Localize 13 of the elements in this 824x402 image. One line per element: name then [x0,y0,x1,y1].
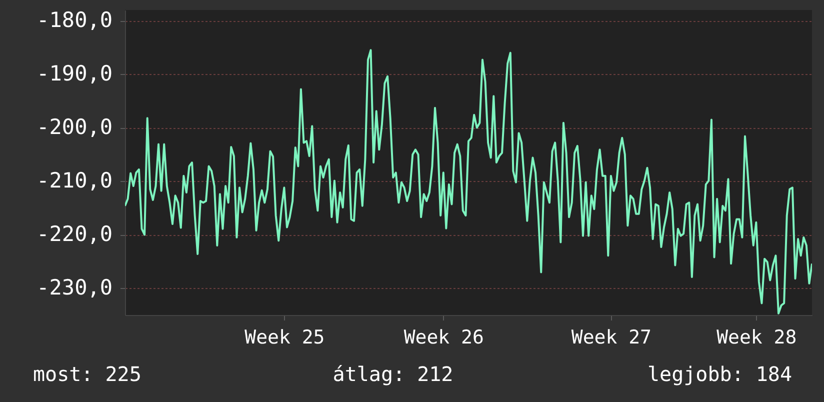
y-tick-label: -220,0 [36,222,112,246]
y-tick-label: -180,0 [36,8,112,32]
text: átlag: 212 [332,362,454,386]
x-tick-label: Week 26 [404,326,484,348]
x-tick-label: Week 25 [244,326,325,348]
y-tick-label: -210,0 [36,168,112,193]
text: most: 225 [33,362,142,386]
x-tick-label: Week 28 [716,326,797,348]
y-tick-label: -200,0 [36,115,112,140]
x-tick-label: Week 27 [571,326,652,348]
y-tick-label: -190,0 [36,62,112,86]
text: legjobb: 184 [648,362,792,386]
y-tick-label: -230,0 [36,276,112,300]
